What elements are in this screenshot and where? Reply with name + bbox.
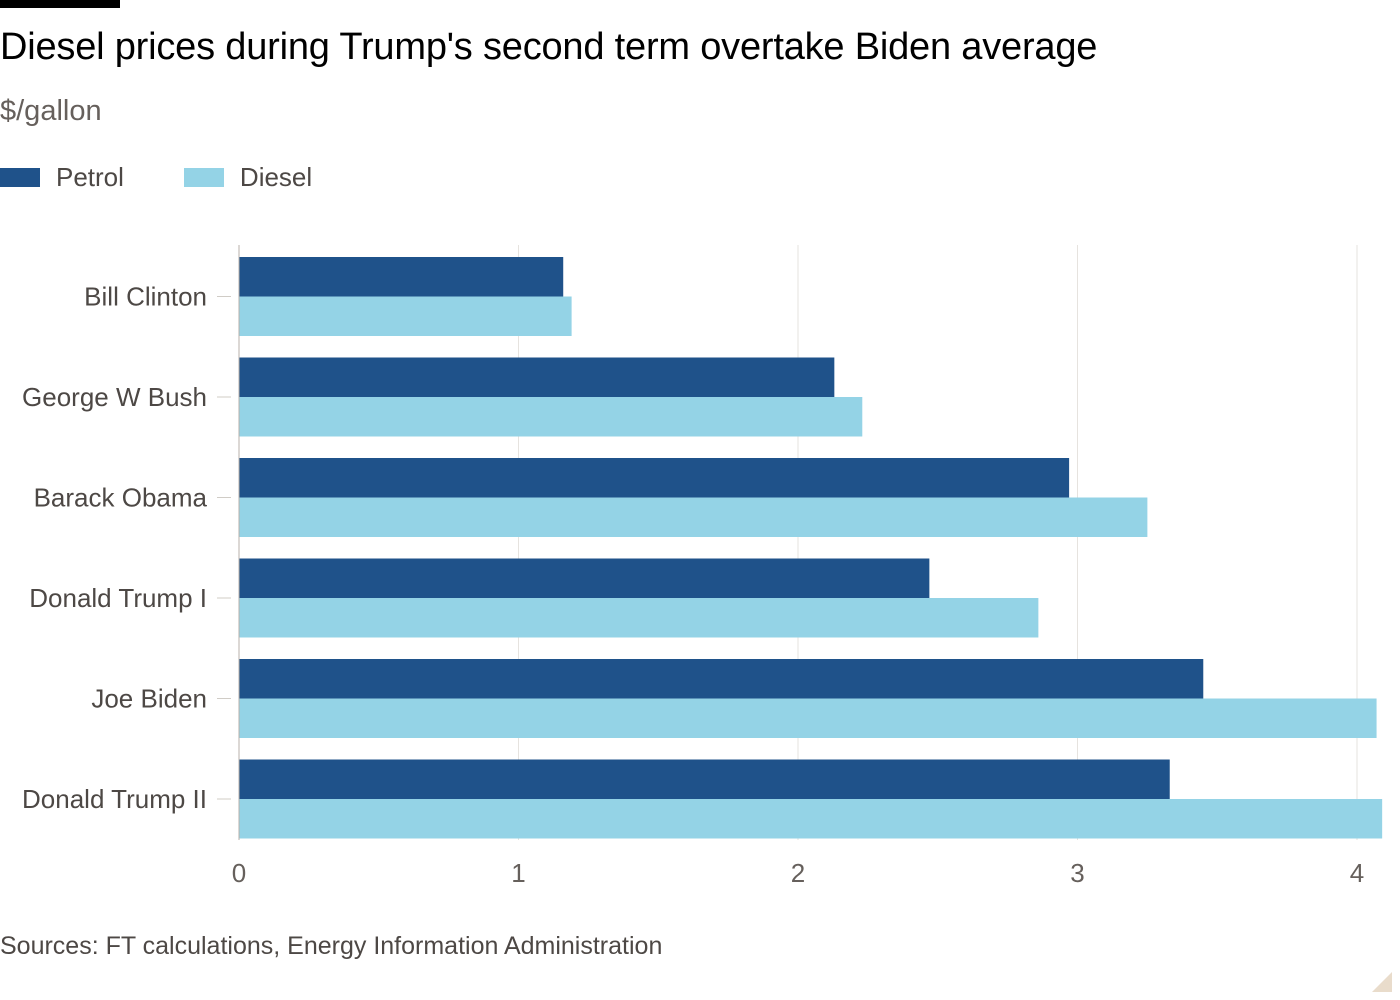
bar-diesel-3 bbox=[239, 497, 1148, 537]
category-label-2: George W Bush bbox=[22, 382, 207, 412]
bar-diesel-4 bbox=[239, 598, 1039, 638]
bar-petrol-3 bbox=[239, 458, 1070, 498]
chart-subtitle: $/gallon bbox=[0, 95, 102, 127]
legend-swatch-petrol bbox=[0, 167, 40, 187]
x-tick-label-3: 3 bbox=[1070, 858, 1084, 888]
bar-petrol-5 bbox=[239, 659, 1204, 699]
x-tick-label-0: 0 bbox=[232, 858, 246, 888]
bar-petrol-1 bbox=[239, 257, 564, 297]
bar-petrol-2 bbox=[239, 357, 835, 397]
category-label-1: Bill Clinton bbox=[84, 282, 207, 312]
legend-label-petrol: Petrol bbox=[56, 161, 124, 192]
category-label-4: Donald Trump I bbox=[29, 583, 207, 613]
source-note: Sources: FT calculations, Energy Informa… bbox=[0, 932, 663, 960]
bar-diesel-2 bbox=[239, 397, 863, 437]
x-tick-label-4: 4 bbox=[1350, 858, 1364, 888]
legend-label-diesel: Diesel bbox=[239, 161, 313, 192]
legend-item-diesel: Diesel bbox=[183, 161, 313, 193]
bar-petrol-6 bbox=[239, 759, 1170, 799]
x-tick-label-2: 2 bbox=[791, 858, 805, 888]
bar-diesel-6 bbox=[239, 799, 1383, 839]
x-tick-label-1: 1 bbox=[511, 858, 525, 888]
bar-diesel-1 bbox=[239, 296, 572, 336]
bar-diesel-5 bbox=[239, 698, 1377, 738]
legend-swatch-diesel bbox=[183, 167, 224, 187]
corner-mark bbox=[1372, 972, 1392, 992]
category-label-6: Donald Trump II bbox=[22, 784, 207, 814]
category-label-3: Barack Obama bbox=[34, 483, 208, 513]
bar-petrol-4 bbox=[239, 558, 930, 598]
chart-title: Diesel prices during Trump's second term… bbox=[0, 26, 1098, 68]
legend: Petrol Diesel bbox=[0, 160, 372, 194]
category-label-5: Joe Biden bbox=[91, 684, 207, 714]
top-accent-bar bbox=[0, 0, 120, 8]
legend-item-petrol: Petrol bbox=[0, 162, 124, 193]
